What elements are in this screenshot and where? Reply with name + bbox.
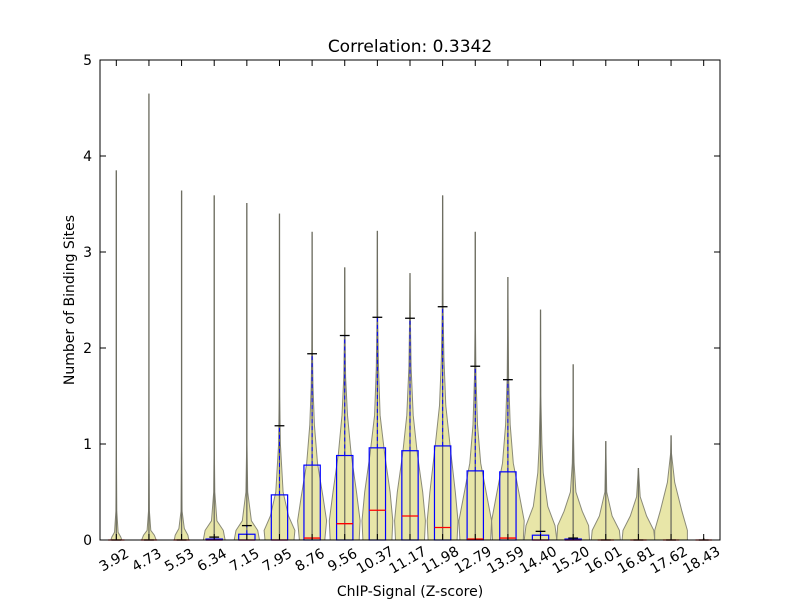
- y-tick-label: 4: [83, 149, 92, 165]
- x-axis-label: ChIP-Signal (Z-score): [337, 584, 483, 600]
- y-tick-label: 2: [83, 341, 92, 357]
- chart-title: Correlation: 0.3342: [328, 37, 492, 57]
- y-tick-label: 5: [83, 53, 92, 69]
- y-axis-label: Number of Binding Sites: [62, 215, 78, 385]
- y-tick-label: 1: [83, 437, 92, 453]
- y-tick-label: 3: [83, 245, 92, 261]
- y-tick-label: 0: [83, 533, 92, 549]
- y-axis: 0 1 2 3 4 5: [83, 53, 720, 549]
